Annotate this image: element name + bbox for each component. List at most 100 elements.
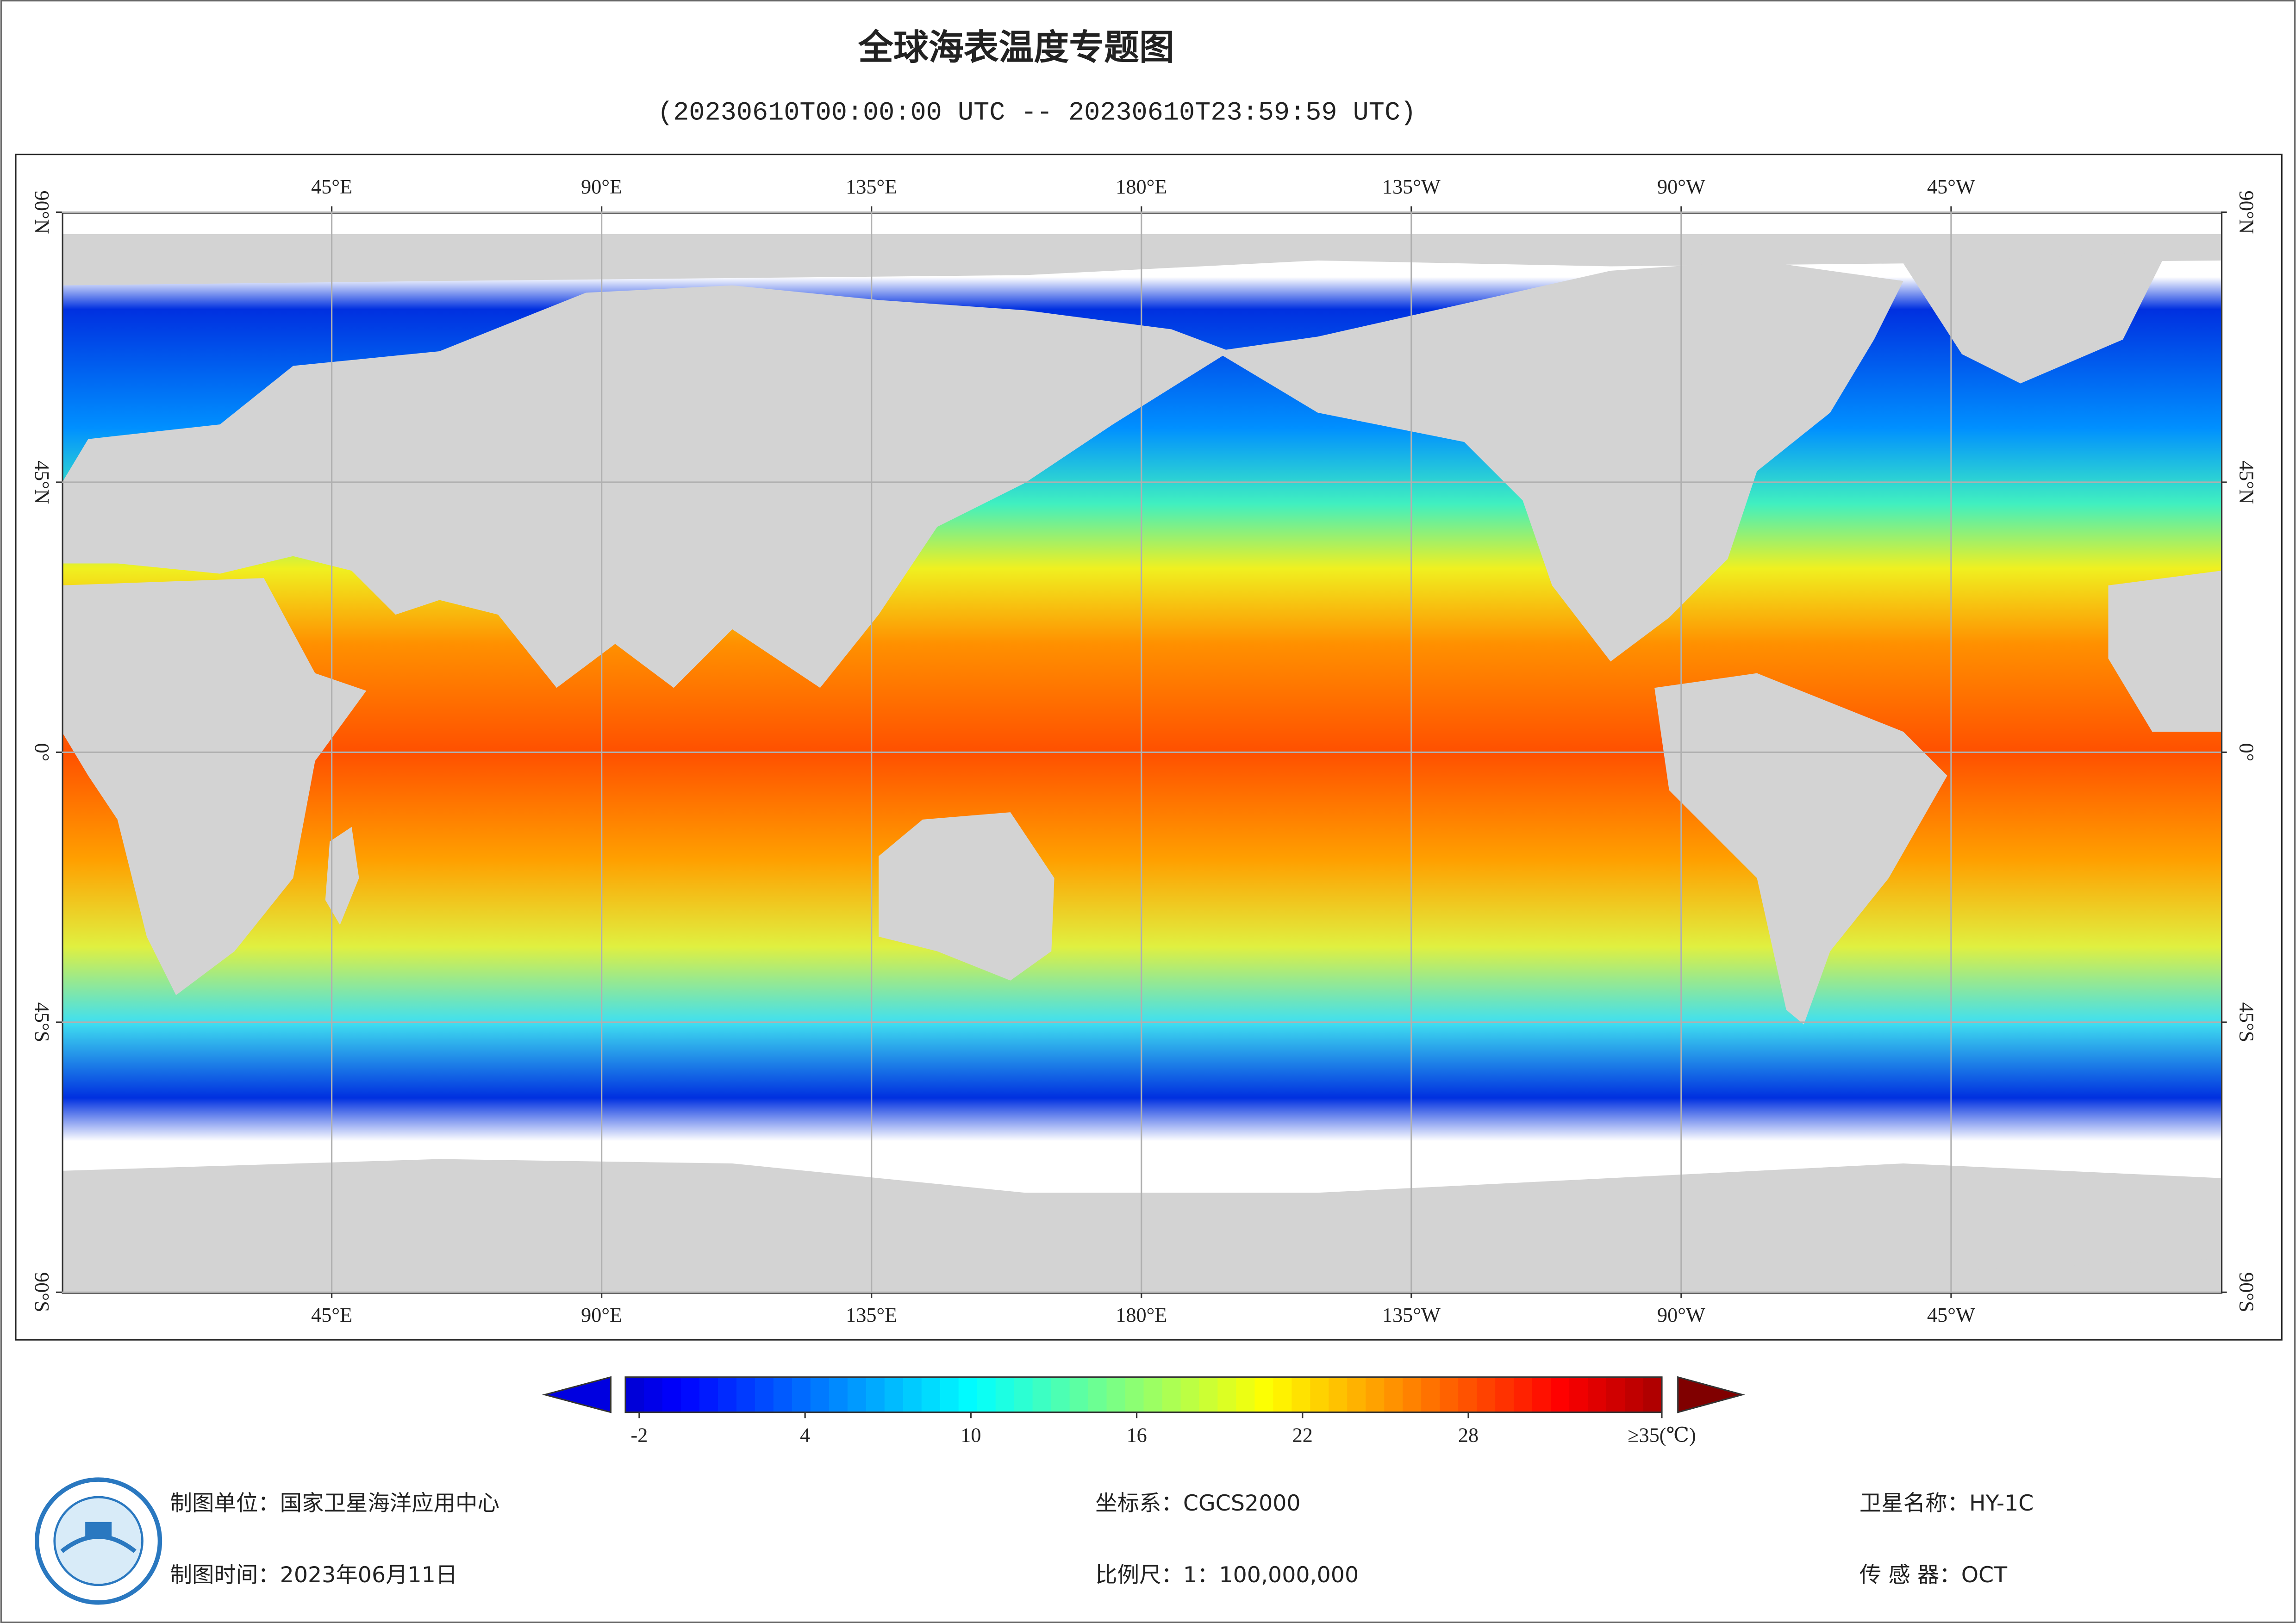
colorbar-cell bbox=[1199, 1377, 1219, 1412]
lat-label: 90°N bbox=[31, 191, 53, 234]
colorbar-label: 10 bbox=[961, 1424, 981, 1447]
lat-label: 45°N bbox=[31, 460, 53, 504]
land bbox=[62, 578, 367, 995]
lon-label: 45°W bbox=[1927, 1304, 1975, 1326]
colorbar-cell bbox=[1310, 1377, 1329, 1412]
colorbar-cell bbox=[699, 1377, 719, 1412]
colorbar-cell bbox=[903, 1377, 923, 1412]
lon-label: 180°E bbox=[1116, 1304, 1167, 1326]
colorbar-cell bbox=[1551, 1377, 1570, 1412]
land bbox=[1215, 260, 1903, 662]
colorbar-cell bbox=[773, 1377, 793, 1412]
colorbar-border bbox=[624, 1376, 1663, 1413]
colorbar-cell bbox=[1347, 1377, 1366, 1412]
lat-label: 90°S bbox=[31, 1272, 53, 1312]
colorbar-cell bbox=[1162, 1377, 1182, 1412]
footer-unit: 制图单位：国家卫星海洋应用中心 bbox=[170, 1491, 499, 1516]
colorbar-cell bbox=[1588, 1377, 1607, 1412]
lon-label: 180°E bbox=[1116, 175, 1167, 198]
colorbar-label: 4 bbox=[800, 1424, 810, 1447]
lon-label: 135°W bbox=[1382, 1304, 1441, 1326]
footer-sensor: 传 感 器：OCT bbox=[1859, 1562, 2008, 1588]
colorbar-cell bbox=[662, 1377, 682, 1412]
lon-label: 90°E bbox=[581, 1304, 622, 1326]
lon-label: 135°E bbox=[846, 1304, 897, 1326]
map-frame bbox=[15, 154, 2283, 1341]
footer-satellite: 卫星名称：HY-1C bbox=[1859, 1491, 2034, 1516]
colorbar-cell bbox=[1514, 1377, 1533, 1412]
footer-time: 制图时间：2023年06月11日 bbox=[170, 1562, 458, 1588]
colorbar-label: ≥35(℃) bbox=[1628, 1424, 1696, 1447]
lat-label: 90°S bbox=[2235, 1272, 2258, 1312]
colorbar-cell bbox=[1495, 1377, 1515, 1412]
colorbar-cell bbox=[680, 1377, 700, 1412]
land bbox=[1654, 673, 1947, 1025]
colorbar-cell bbox=[1384, 1377, 1404, 1412]
subtitle: (20230610T00:00:00 UTC -- 20230610T23:59… bbox=[657, 99, 1416, 128]
lon-label: 90°E bbox=[581, 175, 622, 198]
title: 全球海表温度专题图 bbox=[858, 27, 1174, 68]
lon-label: 135°E bbox=[846, 175, 897, 198]
colorbar-cell bbox=[736, 1377, 756, 1412]
lat-label: 0° bbox=[2235, 743, 2258, 762]
footer-scale: 比例尺：1：100,000,000 bbox=[1095, 1562, 1359, 1588]
colorbar: -2 4 10 16 22 28 ≥35(℃) bbox=[542, 1376, 1745, 1447]
lon-label: 135°W bbox=[1382, 175, 1441, 198]
colorbar-cell bbox=[1069, 1377, 1089, 1412]
land bbox=[1698, 1214, 2221, 1274]
colorbar-cell bbox=[995, 1377, 1015, 1412]
lat-label: 0° bbox=[31, 743, 53, 762]
colorbar-cell bbox=[644, 1377, 663, 1412]
colorbar-cell bbox=[1217, 1377, 1237, 1412]
colorbar-label: -2 bbox=[630, 1424, 648, 1447]
colorbar-cell bbox=[1088, 1377, 1108, 1412]
colorbar-cell bbox=[1329, 1377, 1348, 1412]
colorbar-cell bbox=[718, 1377, 737, 1412]
colorbar-cell bbox=[1254, 1377, 1274, 1412]
colorbar-cell bbox=[1421, 1377, 1441, 1412]
lon-label: 90°W bbox=[1657, 1304, 1705, 1326]
colorbar-cell bbox=[829, 1377, 849, 1412]
land bbox=[2108, 571, 2221, 732]
colorbar-cell bbox=[1180, 1377, 1200, 1412]
lat-label: 90°N bbox=[2235, 191, 2258, 234]
colorbar-cell bbox=[1125, 1377, 1145, 1412]
colorbar-high-arrow bbox=[1677, 1376, 1745, 1413]
colorbar-cell bbox=[1458, 1377, 1478, 1412]
colorbar-cell bbox=[792, 1377, 811, 1412]
lon-label: 45°E bbox=[311, 1304, 352, 1326]
lon-label: 45°W bbox=[1927, 175, 1975, 198]
colorbar-cell bbox=[884, 1377, 904, 1412]
lat-label: 45°N bbox=[2235, 460, 2258, 504]
footer-crs: 坐标系：CGCS2000 bbox=[1095, 1491, 1300, 1516]
colorbar-label: 22 bbox=[1292, 1424, 1313, 1447]
lat-label: 45°S bbox=[31, 1002, 53, 1043]
lon-label: 90°W bbox=[1657, 175, 1705, 198]
land bbox=[1903, 251, 2167, 384]
colorbar-cell bbox=[1292, 1377, 1311, 1412]
colorbar-cell bbox=[1236, 1377, 1255, 1412]
land bbox=[62, 285, 1230, 688]
colorbar-cell bbox=[1532, 1377, 1552, 1412]
land bbox=[325, 827, 359, 925]
colorbar-cell bbox=[940, 1377, 960, 1412]
colorbar-cell bbox=[977, 1377, 997, 1412]
lat-label: 45°S bbox=[2235, 1002, 2258, 1043]
colorbar-label: 28 bbox=[1458, 1424, 1479, 1447]
colorbar-cell bbox=[1032, 1377, 1052, 1412]
colorbar-cell bbox=[847, 1377, 867, 1412]
colorbar-cell bbox=[1014, 1377, 1034, 1412]
colorbar-cell bbox=[1569, 1377, 1589, 1412]
colorbar-cell bbox=[1106, 1377, 1126, 1412]
colorbar-cell bbox=[1606, 1377, 1626, 1412]
logo bbox=[35, 1477, 162, 1605]
colorbar-cell bbox=[958, 1377, 978, 1412]
lon-label: 45°E bbox=[311, 175, 352, 198]
colorbar-cell bbox=[1273, 1377, 1292, 1412]
colorbar-cell bbox=[810, 1377, 830, 1412]
colorbar-cell bbox=[1643, 1377, 1663, 1412]
colorbar-cell bbox=[1440, 1377, 1459, 1412]
colorbar-cell bbox=[1366, 1377, 1385, 1412]
